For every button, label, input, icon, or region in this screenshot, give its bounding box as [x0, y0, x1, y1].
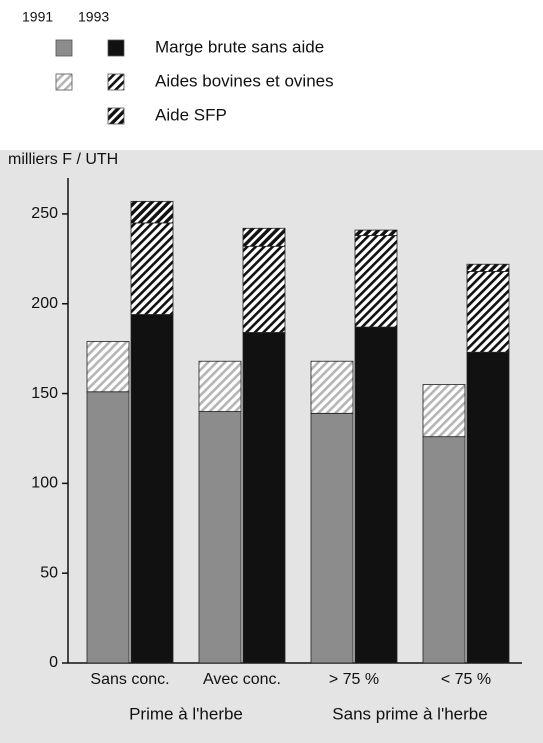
legend-label: Aides bovines et ovines	[155, 71, 334, 90]
legend-swatch	[55, 39, 73, 57]
group-label: Prime à l'herbe	[129, 704, 243, 723]
bar-segment	[130, 222, 174, 315]
bar-segment	[354, 326, 398, 664]
bar-segment	[242, 332, 286, 664]
bar-segment	[466, 263, 510, 272]
bar-segment	[198, 360, 242, 412]
legend-swatch	[107, 107, 125, 125]
bar-segment	[354, 235, 398, 328]
bar-segment	[86, 341, 130, 393]
bar-segment	[310, 360, 354, 414]
legend-year: 1991	[22, 9, 53, 25]
legend-swatch	[107, 39, 125, 57]
x-tick-label: Sans conc.	[90, 671, 169, 688]
bar-segment	[310, 412, 354, 664]
bar-segment	[354, 229, 398, 236]
bar-segment	[242, 245, 286, 333]
y-tick-label: 150	[31, 385, 58, 402]
legend-label: Marge brute sans aide	[155, 37, 324, 56]
bar-segment	[130, 200, 174, 224]
bar-segment	[242, 227, 286, 247]
bar-segment	[466, 271, 510, 353]
group-label: Sans prime à l'herbe	[332, 704, 487, 723]
legend-swatch	[55, 73, 73, 91]
x-tick-label: < 75 %	[441, 671, 491, 688]
y-tick-label: 50	[40, 564, 58, 581]
y-tick-label: 100	[31, 475, 58, 492]
y-tick-label: 0	[49, 654, 58, 671]
bar-segment	[198, 411, 242, 664]
y-axis-label: milliers F / UTH	[8, 151, 118, 168]
bar-segment	[422, 436, 466, 664]
bar-segment	[466, 351, 510, 664]
legend-swatch	[107, 73, 125, 91]
bar-segment	[422, 384, 466, 438]
x-tick-label: Avec conc.	[203, 671, 281, 688]
y-tick-label: 250	[31, 205, 58, 222]
legend-year: 1993	[78, 9, 109, 25]
y-tick-label: 200	[31, 295, 58, 312]
x-tick-label: > 75 %	[329, 671, 379, 688]
legend-label: Aide SFP	[155, 105, 227, 124]
bar-segment	[130, 314, 174, 664]
bar-segment	[86, 391, 130, 664]
